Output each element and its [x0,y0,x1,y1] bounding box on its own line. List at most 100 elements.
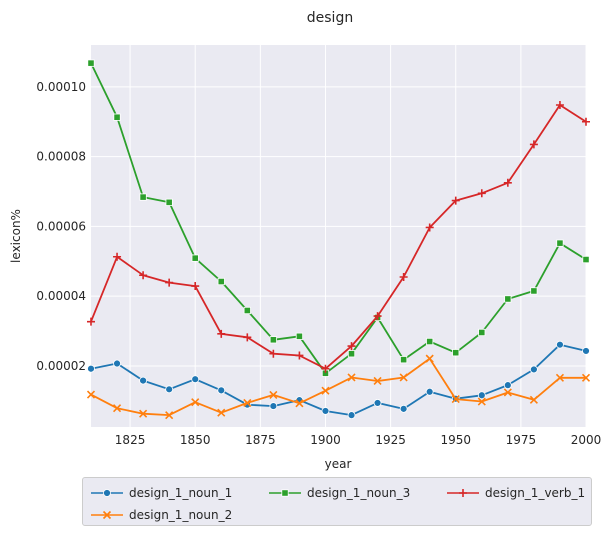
data-point [582,347,590,355]
x-tick-label: 1825 [115,433,146,447]
data-point [191,254,199,262]
data-point [478,328,486,337]
x-tick-label: 1975 [506,433,537,447]
legend-item-design-1-noun-2: design_1_noun_2 [91,506,232,524]
series-design-1-noun-2 [86,354,591,420]
x-tick-label: 1875 [245,433,276,447]
data-point [425,223,434,232]
data-point [477,391,486,400]
data-point [113,113,121,121]
data-point [217,386,226,395]
y-tick-label: 0.00008 [36,150,86,164]
x-tick-label: 1925 [375,433,406,447]
data-point [347,373,356,382]
data-point [503,388,512,397]
data-point [269,349,278,358]
data-point [530,287,538,295]
data-point [373,399,382,407]
legend-label: design_1_noun_1 [129,486,233,500]
legend-marker-square-icon [269,489,301,497]
data-point [529,365,538,374]
data-point [243,333,252,342]
grid-lines [91,45,587,427]
legend-item-design-1-verb-1: design_1_verb_1 [447,484,585,502]
data-point [217,277,225,286]
data-point [295,351,304,360]
legend-marker-plus-icon [447,489,479,497]
series-design-1-verb-1 [87,101,590,373]
data-point [529,140,538,149]
series-line [90,357,586,417]
x-axis-label: year [325,457,352,471]
series-line [90,62,587,375]
data-point [87,59,95,67]
y-tick-label: 0.00002 [36,359,86,373]
data-point [400,356,408,364]
data-point [243,306,251,315]
data-point [556,239,564,247]
y-tick-label: 0.00004 [36,289,86,303]
x-tick-label: 1850 [180,433,211,447]
plot-area [91,45,586,427]
data-point [399,404,408,413]
data-point [321,364,330,373]
legend-marker-x-icon [91,510,123,520]
series-line [90,343,587,417]
data-point [269,402,278,410]
data-point [347,411,356,420]
legend-item-design-1-noun-3: design_1_noun_3 [269,484,410,502]
data-point [243,398,252,407]
data-point [139,193,147,201]
data-point [347,350,356,358]
data-point [321,407,330,415]
data-point [556,340,564,349]
x-tick-label: 2000 [571,433,602,447]
series-design-1-noun-1 [87,340,590,420]
data-point [426,337,434,346]
data-point [165,278,174,287]
data-point [139,271,148,280]
data-point [399,272,408,281]
data-point [269,336,277,344]
data-point [113,359,121,368]
data-point [451,395,460,404]
data-point [503,381,512,390]
legend-label: design_1_noun_3 [307,486,411,500]
data-point [555,373,565,382]
y-tick-label: 0.00010 [36,80,86,94]
data-point [191,282,200,291]
data-point [87,317,95,326]
axis-tick-labels: 1825 1850 1875 1900 1925 1950 1975 2000 0.00002 0… [36,80,601,447]
data-point [217,408,226,417]
x-tick-label: 1950 [440,433,471,447]
chart-title: design [307,10,353,26]
data-point [165,198,173,206]
data-point [477,189,486,198]
data-point [112,404,122,413]
data-point [504,295,512,303]
data-point [425,387,434,396]
data-point [399,373,408,382]
legend-label: design_1_verb_1 [485,486,586,500]
data-point [191,398,200,407]
series-design-1-noun-3 [87,59,590,377]
data-point [582,255,590,264]
y-axis-label: lexicon% [9,209,23,263]
data-point [269,390,278,399]
data-point [582,117,590,126]
y-tick-label: 0.00006 [36,219,86,233]
x-tick-label: 1900 [310,433,341,447]
data-point [165,411,174,420]
legend-item-design-1-noun-1: design_1_noun_1 [91,484,232,502]
data-point [555,101,564,110]
data-point [217,329,226,338]
data-point [373,312,382,321]
data-point [86,390,96,399]
data-point [295,332,304,340]
data-point [191,375,200,384]
data-point [165,385,174,394]
data-point [87,364,95,373]
data-point [451,196,460,205]
data-point [139,409,148,418]
